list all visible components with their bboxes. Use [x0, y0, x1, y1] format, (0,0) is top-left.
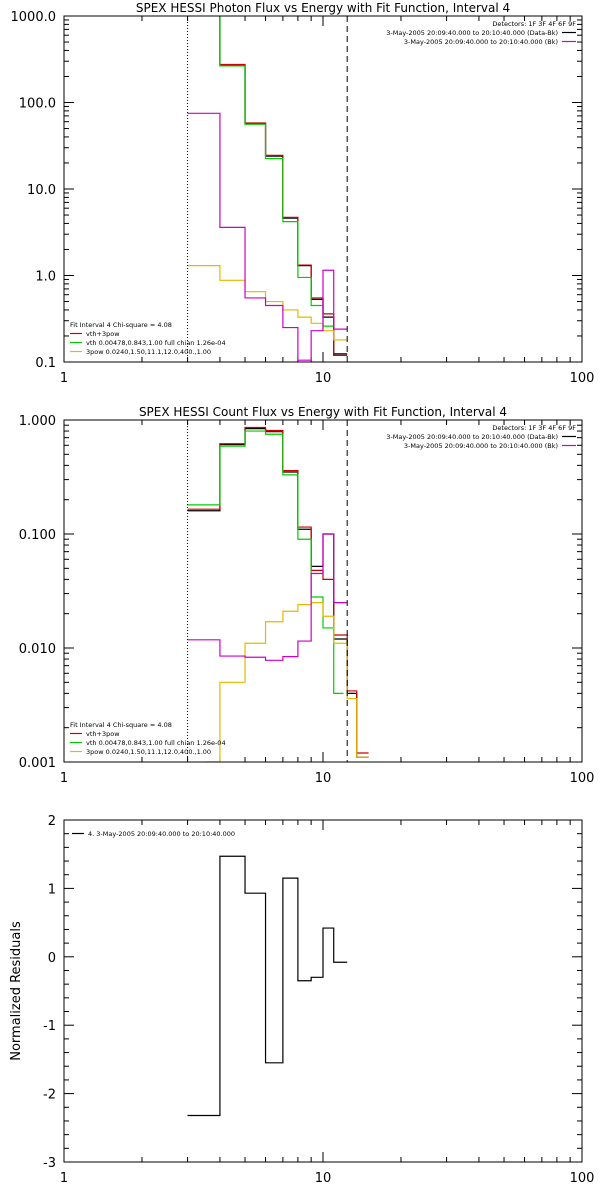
y-tick-label: 1: [48, 882, 56, 897]
y-tick-label: 1000.0: [11, 10, 57, 25]
series-line-3pow: [204, 602, 369, 762]
legend-entry: 3pow 0.0240,1.50,11.1,12.0,400.,1.00: [86, 748, 211, 756]
series-line-series-5: [187, 533, 348, 661]
panel-3: Normalized Residuals 1 10 100 -3 -2 -1 0 1 2 4. 3-…: [9, 814, 594, 1186]
x-tick-label: 1: [60, 771, 68, 786]
x-tick-label: 10: [315, 371, 332, 386]
legend-entry: 3pow 0.0240,1.50,11.1,12.0,400.,1.00: [86, 348, 211, 356]
x-tick-label: 100: [570, 1171, 595, 1186]
y-tick-label: 100.0: [19, 97, 56, 112]
series-group: [187, 426, 369, 762]
chart-title: SPEX HESSI Photon Flux vs Energy with Fi…: [136, 1, 510, 15]
plot-frame: [63, 15, 583, 363]
series-line-vth-3pow: [187, 426, 369, 754]
y-tick-label: 0: [48, 951, 56, 966]
series-line-series-5: [187, 112, 348, 361]
y-axis-label: Normalized Residuals: [9, 921, 24, 1061]
y-tick-label: 2: [48, 814, 56, 829]
y-tick-label: 0.100: [19, 528, 56, 543]
x-tick-label: 100: [570, 771, 595, 786]
x-tick-label: 10: [315, 771, 332, 786]
x-tick-label: 1: [60, 1171, 68, 1186]
series-line-vth: [219, 16, 334, 327]
x-tick-label: 10: [315, 1171, 332, 1186]
legend-entry: Fit Interval 4 Chi-square = 4.08: [70, 721, 172, 729]
plot-frame: [63, 419, 583, 763]
series-group: [187, 855, 348, 1117]
legend-entry: 4. 3-May-2005 20:09:40.000 to 20:10:40.0…: [88, 830, 235, 838]
y-tick-label: 0.010: [19, 642, 56, 657]
legend-entry: 3-May-2005 20:09:40.000 to 20:10:40.000 …: [386, 433, 558, 441]
x-tick-label: 1: [60, 371, 68, 386]
legend-entry: Detectors: 1F 3F 4F 6F 9F: [492, 20, 576, 28]
y-tick-label: -3: [43, 1156, 56, 1171]
y-tick-label: 0.001: [19, 756, 56, 771]
series-line-series-1: [187, 428, 369, 758]
y-tick-label: -2: [43, 1088, 56, 1103]
series-line-4-3-may-2005-20-09-40-000-to-20-10-40-000: [187, 855, 348, 1117]
series-group: [187, 16, 348, 361]
y-tick-label: 1.0: [35, 270, 56, 285]
legend-entry: vth+3pow: [86, 730, 120, 738]
plot-frame: [63, 819, 583, 1163]
legend-entry: vth 0.00478,0.843,1.00 full chian 1.26e-…: [86, 739, 226, 747]
series-line-vth: [187, 430, 344, 694]
panel-2: SPEX HESSI Count Flux vs Energy with Fit…: [19, 405, 595, 786]
legend-entry: Detectors: 1F 3F 4F 6F 9F: [492, 424, 576, 432]
x-tick-label: 100: [570, 371, 595, 386]
legend-entry: vth 0.00478,0.843,1.00 full chian 1.26e-…: [86, 339, 226, 347]
legend-entry: 3-May-2005 20:09:40.000 to 20:10:40.000 …: [404, 442, 558, 450]
y-tick-label: 0.1: [35, 356, 56, 371]
legend-entry: 3-May-2005 20:09:40.000 to 20:10:40.000 …: [404, 38, 558, 46]
y-tick-label: 10.0: [27, 183, 56, 198]
y-tick-label: -1: [43, 1019, 56, 1034]
chart-title: SPEX HESSI Count Flux vs Energy with Fit…: [139, 405, 507, 419]
legend-entry: 3-May-2005 20:09:40.000 to 20:10:40.000 …: [386, 29, 558, 37]
legend-entry: vth+3pow: [86, 330, 120, 338]
legend-entry: Fit Interval 4 Chi-square = 4.08: [70, 321, 172, 329]
y-tick-label: 1.000: [19, 414, 56, 429]
panel-1: SPEX HESSI Photon Flux vs Energy with Fi…: [11, 1, 595, 386]
